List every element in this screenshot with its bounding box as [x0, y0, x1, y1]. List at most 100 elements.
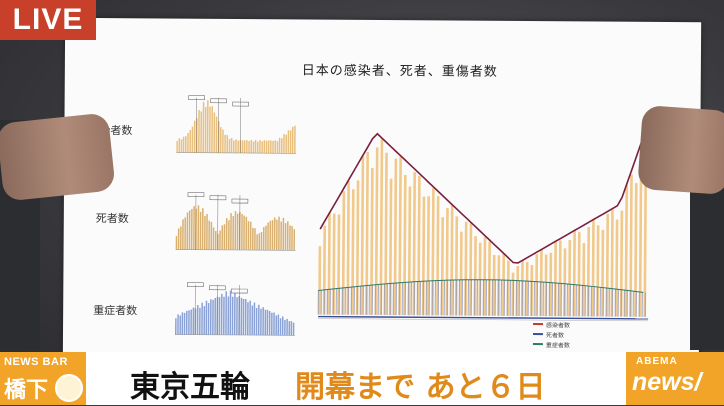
- mini-chart-bar: [232, 297, 234, 335]
- main-chart-bar: [464, 222, 467, 316]
- mini-chart-bar: [214, 298, 216, 335]
- mini-chart-bar: [206, 214, 208, 250]
- main-chart-bar: [398, 156, 402, 315]
- mini-chart-bar: [203, 306, 205, 335]
- mini-chart-bar: [247, 302, 249, 335]
- mini-chart-bar: [241, 214, 243, 250]
- headline-topic: 東京五輪: [130, 362, 250, 406]
- mini-chart-bar: [235, 139, 237, 153]
- mini-chart-bar: [200, 212, 202, 250]
- main-chart-bar: [370, 168, 374, 315]
- mini-chart-bar: [267, 310, 269, 335]
- mini-chart-bar: [274, 217, 276, 250]
- mini-chart-bar: [245, 217, 247, 250]
- legend-swatch: [533, 323, 543, 325]
- mini-chart-bar: [267, 223, 269, 251]
- mini-chart-bar: [184, 217, 186, 249]
- live-badge: LIVE: [0, 0, 96, 40]
- mini-chart-bar: [277, 141, 279, 153]
- mini-chart-bar: [278, 217, 280, 251]
- main-chart-bar: [431, 188, 434, 316]
- mini-chart-bar: [274, 140, 276, 153]
- mini-chart-bar: [176, 236, 178, 250]
- mini-chart-bar: [250, 222, 252, 250]
- mini-chart-bar: [232, 216, 234, 250]
- mini-chart-bar: [246, 140, 248, 153]
- mini-chart-bar: [264, 140, 266, 153]
- mini-chart-bar: [269, 311, 271, 335]
- main-chart-bar: [436, 196, 439, 315]
- mini-chart-bar: [202, 102, 204, 153]
- mini-chart-bar: [261, 141, 263, 153]
- mini-chart-bar: [200, 111, 202, 152]
- mini-chart-bar: [186, 212, 188, 249]
- mini-chart-bar: [285, 135, 287, 154]
- mini-chart-severe: [175, 281, 295, 342]
- mini-chart-bar: [222, 130, 224, 153]
- deaths-trend-line: [318, 317, 648, 319]
- mini-chart-bar: [253, 141, 255, 153]
- main-chart-legend: 感染者数 死者数 重症者数: [533, 319, 570, 349]
- mini-chart-bar: [240, 298, 242, 335]
- mini-chart-bar: [229, 139, 231, 153]
- row-label-severe: 重症者数: [93, 302, 137, 318]
- mini-chart-bar: [212, 300, 214, 335]
- mini-chart-bar: [213, 227, 215, 250]
- mini-chart-bar: [224, 224, 226, 250]
- mini-chart-bar: [269, 221, 271, 251]
- mini-chart-bar: [221, 225, 223, 250]
- mini-chart-bar: [197, 305, 199, 335]
- mini-chart-bar: [293, 323, 295, 336]
- mini-chart-bar: [198, 110, 200, 153]
- mini-chart-bar: [178, 138, 180, 152]
- mini-chart-bar: [244, 140, 246, 153]
- mini-chart-bar: [234, 293, 236, 335]
- mini-chart-bar: [237, 214, 239, 250]
- mini-chart-bar: [178, 228, 180, 249]
- program-logo-top: NEWS BAR: [4, 356, 68, 368]
- mini-chart-bar: [283, 134, 285, 153]
- row-label-deaths: 死者数: [96, 210, 129, 226]
- mini-chart-bar: [192, 308, 194, 335]
- main-chart-bar: [568, 240, 571, 316]
- mini-chart-bar: [261, 232, 263, 250]
- mini-chart-bar: [226, 218, 228, 250]
- legend-swatch: [533, 333, 543, 335]
- mini-chart-bar: [205, 301, 207, 335]
- mini-chart-bar: [182, 219, 184, 249]
- mini-chart-bar: [293, 229, 295, 250]
- mini-chart-bar: [215, 231, 217, 250]
- mini-chart-bar: [233, 140, 235, 153]
- mini-chart-bar: [190, 310, 192, 335]
- mini-chart-bar: [252, 228, 254, 250]
- main-chart-bar: [634, 183, 638, 317]
- mini-chart-bar: [258, 305, 260, 335]
- headline-countdown: 開幕まで あと６日: [295, 362, 545, 406]
- mini-chart-bar: [292, 127, 294, 154]
- mini-chart-bar: [243, 299, 245, 335]
- mini-chart-bar: [253, 303, 255, 336]
- main-chart-bar: [332, 214, 335, 315]
- mini-chart-bar: [280, 221, 282, 250]
- mini-chart-bar: [248, 141, 250, 153]
- mini-chart-bar: [282, 218, 284, 250]
- mini-chart-bar: [220, 127, 222, 153]
- mini-chart-bar: [197, 205, 199, 249]
- mini-chart-bar: [268, 140, 270, 153]
- mini-chart-bar: [288, 321, 290, 335]
- mini-chart-bar: [286, 319, 288, 336]
- mini-chart-bar: [224, 135, 226, 153]
- brand-logo-bottom: news/: [632, 368, 701, 397]
- main-chart-bar: [530, 265, 533, 316]
- main-chart-bar: [601, 230, 604, 317]
- mini-chart-bar: [177, 314, 179, 334]
- host-caricature-icon: [55, 374, 83, 402]
- mini-chart-bar: [194, 121, 196, 153]
- mini-chart-bar: [291, 321, 293, 335]
- mini-chart-bar: [207, 100, 209, 153]
- mini-chart-bar: [229, 291, 231, 335]
- mini-chart-bar: [221, 294, 223, 335]
- printed-chart-sheet: 日本の感染者、死者、重傷者数 感染者数 死者数 重症者数 感染者数 死者数 重症…: [63, 18, 701, 364]
- mini-chart-bar: [277, 314, 279, 335]
- main-chart-bar: [563, 248, 566, 316]
